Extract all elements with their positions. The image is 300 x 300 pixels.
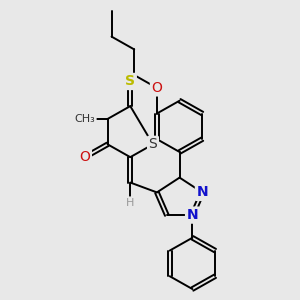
Text: S: S	[125, 74, 135, 88]
Text: N: N	[187, 208, 198, 222]
Text: O: O	[152, 81, 162, 95]
Text: S: S	[148, 137, 157, 151]
Text: CH₃: CH₃	[74, 114, 95, 124]
Text: N: N	[196, 185, 208, 200]
Text: O: O	[80, 150, 90, 164]
Text: H: H	[126, 198, 134, 208]
